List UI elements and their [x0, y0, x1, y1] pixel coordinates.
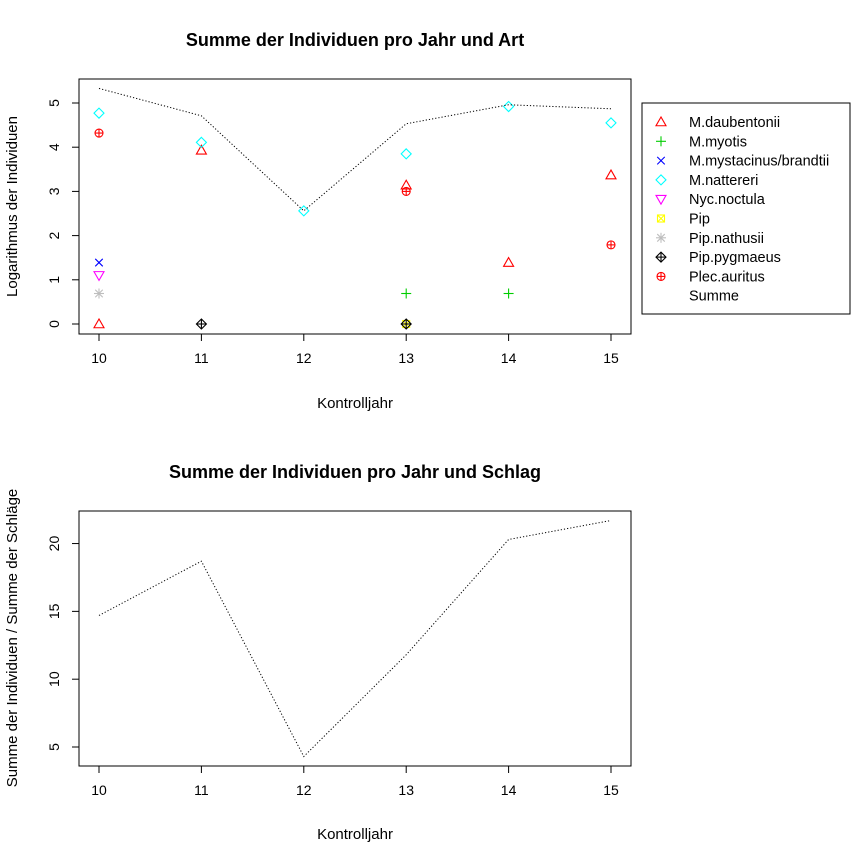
- panel-species: Summe der Individuen pro Jahr und Art Ko…: [4, 30, 851, 412]
- chart2-x-tick-label: 11: [194, 782, 209, 798]
- chart1-x-tick-label: 13: [398, 350, 414, 366]
- chart1-x-tick-label: 12: [296, 350, 312, 366]
- chart1-plot-frame: [78, 78, 632, 335]
- ratio-line: [98, 520, 612, 758]
- chart1-y-tick-label: 0: [46, 320, 62, 328]
- legend-label: Nyc.noctula: [689, 192, 766, 208]
- legend-label: M.daubentonii: [689, 115, 780, 131]
- data-point: [401, 288, 412, 299]
- legend-label: M.nattereri: [689, 173, 758, 189]
- chart1-y-tick-label: 4: [46, 143, 62, 151]
- data-point: [606, 240, 616, 250]
- legend-label: Pip: [689, 212, 710, 228]
- data-point: [94, 288, 104, 299]
- data-point: [503, 288, 514, 299]
- data-point: [502, 256, 515, 267]
- legend-symbol: [655, 251, 667, 263]
- data-point: [195, 318, 208, 330]
- chart2-x-tick-label: 13: [398, 782, 414, 798]
- chart2-x-tick-label: 14: [501, 782, 517, 798]
- data-point: [195, 144, 208, 155]
- chart2-x-tick-label: 15: [603, 782, 619, 798]
- chart2-plot-frame: [78, 510, 632, 767]
- data-point: [400, 148, 412, 160]
- chart1-title: Summe der Individuen pro Jahr und Art: [186, 30, 524, 50]
- summe-line: [98, 87, 612, 212]
- data-point: [401, 186, 411, 196]
- chart2-x-tick-label: 10: [91, 782, 107, 798]
- data-point: [298, 205, 310, 217]
- chart2-y-label: Summe der Individuen / Summe der Schläge: [4, 489, 21, 787]
- legend-label: M.myotis: [689, 134, 747, 150]
- legend-symbol: [655, 194, 667, 206]
- chart1-x-tick-label: 10: [91, 350, 107, 366]
- legend-entries: M.daubentonii M.myotis M.mystacinus/brandt…: [655, 115, 829, 305]
- chart1-y-tick-label: 2: [46, 231, 62, 239]
- chart1-x-tick-label: 14: [501, 350, 517, 366]
- data-point: [93, 317, 105, 329]
- chart2-y-tick-label: 20: [46, 536, 62, 552]
- legend-symbol: [656, 232, 666, 243]
- legend-box: [641, 102, 851, 315]
- data-point: [502, 100, 515, 113]
- chart1-x-label: Kontrolljahr: [317, 395, 393, 412]
- data-point: [605, 168, 617, 180]
- data-point: [93, 107, 105, 119]
- data-point: [94, 128, 104, 138]
- data-point: [93, 271, 105, 282]
- chart2-x-tick-label: 12: [296, 782, 312, 798]
- legend-symbol: [656, 214, 666, 223]
- chart1-y-tick-label: 5: [46, 99, 62, 107]
- chart2-y-tick-label: 10: [46, 671, 62, 687]
- chart2-axes: 10 11 12 13 14 15 5 10 15 20: [46, 536, 619, 798]
- legend-label: Summe: [689, 289, 739, 305]
- legend-label: Pip.nathusii: [689, 231, 764, 247]
- data-point: [605, 117, 617, 129]
- chart1-y-label: Logarithmus der Individuen: [4, 116, 21, 297]
- chart2-y-tick-label: 5: [46, 743, 62, 751]
- legend-symbol: [656, 156, 666, 165]
- legend-label: Pip.pygmaeus: [689, 250, 781, 266]
- legend-symbol: [655, 115, 667, 127]
- legend-label: M.mystacinus/brandtii: [689, 154, 829, 170]
- chart1-legend: M.daubentonii M.myotis M.mystacinus/brandt…: [641, 102, 851, 315]
- legend-symbol: [656, 271, 666, 281]
- chart1-y-tick-label: 3: [46, 187, 62, 195]
- legend-symbol: [656, 136, 666, 147]
- data-point: [94, 258, 104, 267]
- chart1-marks: [93, 87, 617, 330]
- chart1-x-tick-label: 15: [603, 350, 619, 366]
- chart1-y-tick-label: 1: [46, 276, 62, 284]
- chart2-x-label: Kontrolljahr: [317, 826, 393, 843]
- chart2-title: Summe der Individuen pro Jahr und Schlag: [169, 462, 541, 482]
- data-point: [400, 318, 412, 330]
- chart2-marks: [98, 520, 612, 758]
- data-point: [195, 136, 208, 149]
- panel-ratio: Summe der Individuen pro Jahr und Schlag…: [4, 462, 632, 843]
- legend-symbol: [655, 174, 667, 186]
- chart1-x-tick-label: 11: [194, 350, 209, 366]
- chart2-y-tick-label: 15: [46, 603, 62, 619]
- legend-label: Plec.auritus: [689, 269, 765, 285]
